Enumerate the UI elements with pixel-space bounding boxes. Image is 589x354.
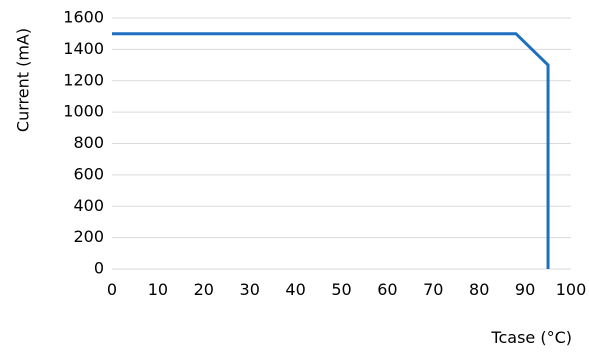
y-tick-label: 1400 xyxy=(63,39,104,58)
series-line xyxy=(112,32,550,269)
y-tick-label: 600 xyxy=(73,164,104,183)
tick-labels: 0 200 400 600 800 1000 1200 1400 1600 0 10 20 30 40 50… xyxy=(63,8,586,300)
x-tick-label: 80 xyxy=(469,280,489,299)
y-tick-label: 0 xyxy=(94,259,104,278)
y-tick-label: 200 xyxy=(73,227,104,246)
y-axis-label: Current (mA) xyxy=(14,28,33,132)
series-layer xyxy=(112,32,550,269)
x-tick-label: 30 xyxy=(240,280,260,299)
x-axis-label: Tcase (°C) xyxy=(490,328,572,347)
x-tick-label: 0 xyxy=(107,280,117,299)
y-tick-label: 800 xyxy=(73,133,104,152)
x-tick-label: 20 xyxy=(194,280,214,299)
x-tick-label: 90 xyxy=(515,280,535,299)
y-tick-label: 1000 xyxy=(63,102,104,121)
x-tick-label: 50 xyxy=(331,280,351,299)
y-tick-label: 1600 xyxy=(63,8,104,27)
y-tick-label: 1200 xyxy=(63,70,104,89)
y-tick-label: 400 xyxy=(73,196,104,215)
grid-lines xyxy=(112,17,571,239)
x-tick-label: 100 xyxy=(556,280,587,299)
x-tick-label: 70 xyxy=(423,280,443,299)
x-tick-label: 40 xyxy=(285,280,305,299)
x-tick-label: 60 xyxy=(377,280,397,299)
x-tick-label: 10 xyxy=(148,280,168,299)
